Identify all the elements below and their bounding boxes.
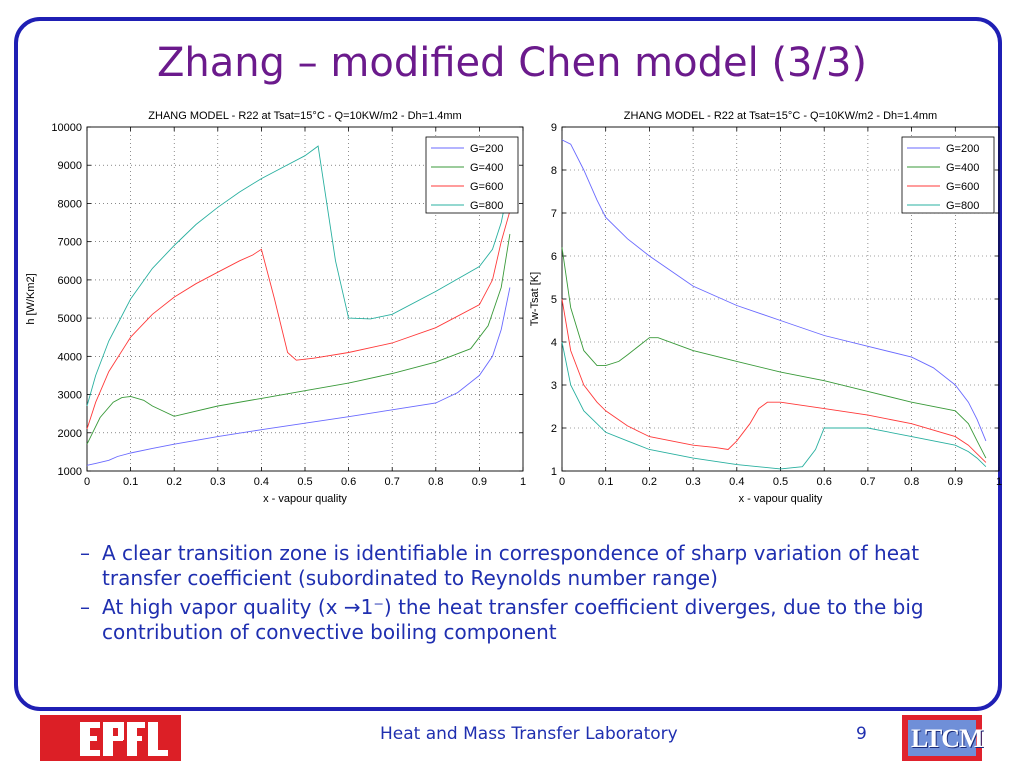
chart-title: ZHANG MODEL - R22 at Tsat=15°C - Q=10KW/… bbox=[148, 110, 461, 122]
y-tick-label: 4000 bbox=[58, 351, 82, 363]
x-tick-label: 0.4 bbox=[254, 476, 269, 488]
y-tick-label: 2000 bbox=[58, 428, 82, 440]
bullet-dash: – bbox=[80, 541, 90, 565]
x-tick-label: 0.6 bbox=[817, 476, 832, 488]
x-tick-label: 1 bbox=[996, 476, 1002, 488]
x-axis-label: x - vapour quality bbox=[263, 493, 347, 505]
series-line-g-800 bbox=[86, 145, 511, 407]
x-tick-label: 0 bbox=[84, 476, 90, 488]
chart-dT-vs-quality: ZHANG MODEL - R22 at Tsat=15°C - Q=10KW/… bbox=[529, 110, 1002, 505]
y-tick-label: 1000 bbox=[58, 466, 82, 478]
x-tick-label: 0.8 bbox=[904, 476, 919, 488]
y-tick-label: 1 bbox=[551, 466, 557, 478]
legend-label: G=400 bbox=[470, 162, 503, 174]
series-line-g-600 bbox=[86, 210, 511, 430]
x-tick-label: 1 bbox=[520, 476, 526, 488]
y-tick-label: 9000 bbox=[58, 160, 82, 172]
bullet-item: – At high vapor quality (x →1⁻) the heat… bbox=[80, 595, 960, 645]
plot-area-border bbox=[86, 126, 524, 472]
x-tick-label: 0.5 bbox=[773, 476, 788, 488]
x-tick-label: 0.5 bbox=[297, 476, 312, 488]
series-line-g-600 bbox=[561, 298, 987, 463]
x-tick-label: 0.2 bbox=[642, 476, 657, 488]
x-tick-label: 0.8 bbox=[428, 476, 443, 488]
legend-label: G=200 bbox=[470, 143, 503, 155]
x-tick-label: 0.6 bbox=[341, 476, 356, 488]
x-tick-label: 0.3 bbox=[210, 476, 225, 488]
y-tick-label: 7000 bbox=[58, 237, 82, 249]
bullet-list: – A clear transition zone is identifiabl… bbox=[80, 541, 960, 649]
x-tick-label: 0.7 bbox=[860, 476, 875, 488]
y-tick-label: 5000 bbox=[58, 313, 82, 325]
chart-h-vs-quality: ZHANG MODEL - R22 at Tsat=15°C - Q=10KW/… bbox=[25, 110, 526, 505]
bullet-text: At high vapor quality (x →1⁻) the heat t… bbox=[102, 595, 924, 644]
y-tick-label: 2 bbox=[551, 423, 557, 435]
legend-box bbox=[901, 136, 995, 214]
legend-label: G=800 bbox=[470, 200, 503, 212]
legend-label: G=600 bbox=[470, 181, 503, 193]
epfl-logo bbox=[40, 715, 181, 761]
bullet-item: – A clear transition zone is identifiabl… bbox=[80, 541, 960, 591]
y-tick-label: 3 bbox=[551, 380, 557, 392]
y-tick-label: 9 bbox=[551, 122, 557, 134]
series-line-g-200 bbox=[561, 139, 987, 442]
series-line-g-400 bbox=[561, 247, 987, 459]
x-tick-label: 0.4 bbox=[729, 476, 744, 488]
y-tick-label: 6 bbox=[551, 251, 557, 263]
page-number: 9 bbox=[856, 724, 867, 744]
bullet-dash: – bbox=[80, 595, 90, 619]
epfl-logo-mark bbox=[80, 722, 168, 756]
ltcm-logo-text: LTCM bbox=[911, 724, 984, 753]
x-tick-label: 0.9 bbox=[472, 476, 487, 488]
footer-lab-name: Heat and Mass Transfer Laboratory bbox=[380, 724, 678, 744]
chart-title: ZHANG MODEL - R22 at Tsat=15°C - Q=10KW/… bbox=[624, 110, 937, 122]
y-tick-label: 3000 bbox=[58, 390, 82, 402]
legend-label: G=800 bbox=[946, 200, 979, 212]
x-tick-label: 0.2 bbox=[167, 476, 182, 488]
x-tick-label: 0 bbox=[559, 476, 565, 488]
legend-label: G=200 bbox=[946, 143, 979, 155]
x-axis-label: x - vapour quality bbox=[739, 493, 823, 505]
slide-frame bbox=[14, 17, 1002, 711]
y-axis-label: Tw-Tsat [K] bbox=[529, 272, 541, 326]
slide-title: Zhang – modified Chen model (3/3) bbox=[156, 40, 868, 86]
y-axis-label: h [W/Km2] bbox=[25, 273, 37, 324]
ltcm-logo-inner: LTCM bbox=[908, 720, 984, 756]
x-tick-label: 0.7 bbox=[385, 476, 400, 488]
legend-label: G=400 bbox=[946, 162, 979, 174]
legend-box bbox=[425, 136, 519, 214]
series-line-g-200 bbox=[86, 287, 511, 466]
bullet-text: A clear transition zone is identifiable … bbox=[102, 541, 920, 590]
series-line-g-400 bbox=[86, 233, 511, 445]
y-tick-label: 5 bbox=[551, 294, 557, 306]
y-tick-label: 10000 bbox=[51, 122, 82, 134]
x-tick-label: 0.1 bbox=[598, 476, 613, 488]
x-tick-label: 0.9 bbox=[948, 476, 963, 488]
y-tick-label: 8000 bbox=[58, 198, 82, 210]
series-line-g-800 bbox=[561, 341, 987, 470]
y-tick-label: 8 bbox=[551, 165, 557, 177]
x-tick-label: 0.1 bbox=[123, 476, 138, 488]
y-tick-label: 7 bbox=[551, 208, 557, 220]
x-tick-label: 0.3 bbox=[685, 476, 700, 488]
y-tick-label: 4 bbox=[551, 337, 557, 349]
y-tick-label: 6000 bbox=[58, 275, 82, 287]
ltcm-logo: LTCM bbox=[902, 715, 984, 761]
legend-label: G=600 bbox=[946, 181, 979, 193]
